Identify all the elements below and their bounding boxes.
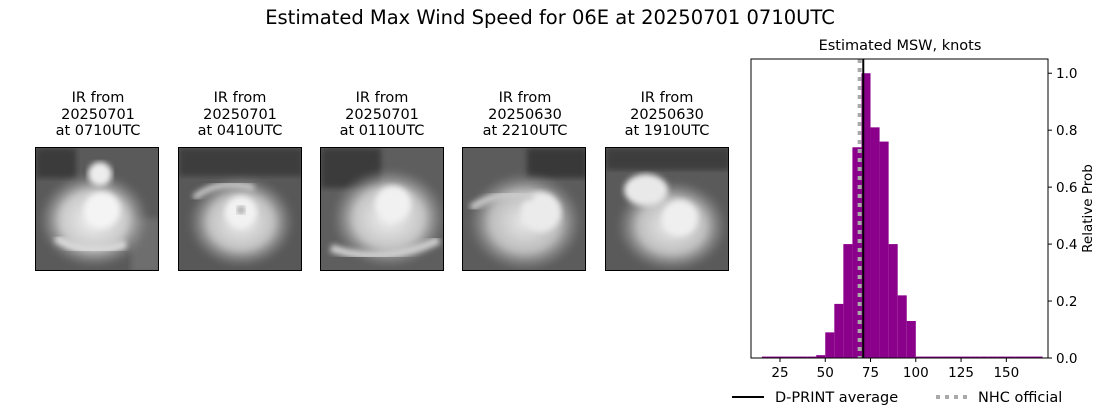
ir-title-time: at 2210UTC (482, 123, 568, 139)
ir-title-time: at 1910UTC (624, 123, 710, 139)
legend-label-nhc: NHC official (978, 390, 1062, 406)
histogram-bar (1015, 356, 1025, 358)
histogram-bar (834, 303, 844, 358)
x-tick-label: 75 (862, 365, 879, 381)
histogram-bar (970, 356, 980, 358)
x-tick-label: 100 (903, 365, 929, 381)
ir-panel-title: IR from 20250630 at 2210UTC (455, 90, 595, 140)
histogram-bar (843, 244, 853, 358)
histogram-bar (770, 356, 780, 358)
ir-title-time: at 0110UTC (339, 123, 425, 139)
histogram-bar (988, 356, 998, 358)
ir-title-time: at 0410UTC (197, 123, 283, 139)
histogram-bar (1024, 356, 1034, 358)
histogram-bar (897, 295, 907, 358)
ir-panel-title: IR from 20250630 at 1910UTC (597, 90, 737, 140)
ir-satellite-image (35, 147, 159, 271)
y-tick-label: 0.2 (1056, 294, 1077, 310)
histogram-bar (961, 356, 971, 358)
reference-lines (857, 59, 865, 358)
y-axis-label: Relative Prob (1080, 164, 1096, 253)
ir-title-line1: IR from (640, 90, 694, 106)
y-tick-label: 1.0 (1056, 66, 1077, 82)
y-tick-label: 0.8 (1056, 123, 1077, 139)
chart-title: Estimated MSW, knots (819, 38, 982, 54)
axes-frame (750, 58, 1049, 359)
histogram-bar (761, 356, 771, 358)
histogram-bar (979, 356, 989, 358)
histogram-bars (761, 73, 1043, 358)
ir-title-date: 20250701 (345, 106, 419, 123)
histogram-bar (789, 356, 799, 358)
ir-satellite-image (605, 147, 729, 271)
x-axis-ticks: 25 50 75 100 125 150 (771, 358, 1019, 381)
chart-legend: D-PRINT average NHC official (732, 390, 1062, 406)
histogram-bar (852, 147, 862, 358)
ir-title-date: 20250630 (488, 106, 562, 123)
y-tick-label: 0.6 (1056, 180, 1077, 196)
legend-label-dprint: D-PRINT average (775, 390, 898, 406)
ir-title-line1: IR from (71, 90, 125, 106)
histogram-bar (997, 356, 1007, 358)
ir-panel-title: IR from 20250701 at 0110UTC (312, 90, 452, 140)
y-tick-label: 0.4 (1056, 237, 1077, 253)
histogram-bar (879, 141, 889, 358)
x-tick-label: 50 (817, 365, 834, 381)
histogram-bar (825, 332, 835, 358)
histogram-bar (924, 356, 934, 358)
histogram-bar (952, 356, 962, 358)
histogram-bar (933, 356, 943, 358)
ir-title-line1: IR from (213, 90, 267, 106)
ir-title-date: 20250701 (61, 106, 135, 123)
ir-satellite-image (462, 147, 586, 271)
histogram-bar (779, 356, 790, 358)
histogram-bar (888, 244, 898, 358)
x-tick-label: 150 (993, 365, 1019, 381)
ir-title-date: 20250630 (630, 106, 704, 123)
ir-title-time: at 0710UTC (55, 123, 141, 139)
histogram-bar (807, 356, 817, 358)
ir-panel-title: IR from 20250701 at 0710UTC (28, 90, 168, 140)
histogram-bar (1006, 356, 1016, 358)
x-tick-label: 25 (771, 365, 788, 381)
histogram-bar (942, 356, 953, 358)
histogram-bar (915, 356, 925, 358)
ir-title-line1: IR from (355, 90, 409, 106)
y-axis-ticks: 0.0 0.2 0.4 0.6 0.8 1.0 (1048, 66, 1077, 367)
ir-panel-title: IR from 20250701 at 0410UTC (170, 90, 310, 140)
figure-title: Estimated Max Wind Speed for 06E at 2025… (265, 6, 835, 29)
ir-title-line1: IR from (498, 90, 552, 106)
y-tick-label: 0.0 (1056, 351, 1077, 367)
ir-satellite-image (178, 147, 302, 271)
histogram-bar (870, 127, 880, 358)
histogram-bar (861, 73, 871, 358)
ir-title-date: 20250701 (203, 106, 277, 123)
histogram-bar (816, 355, 826, 358)
ir-satellite-image (320, 147, 444, 271)
histogram-bar (798, 356, 808, 358)
x-tick-label: 125 (948, 365, 974, 381)
histogram-bar (1033, 356, 1043, 358)
histogram-bar (906, 320, 916, 358)
